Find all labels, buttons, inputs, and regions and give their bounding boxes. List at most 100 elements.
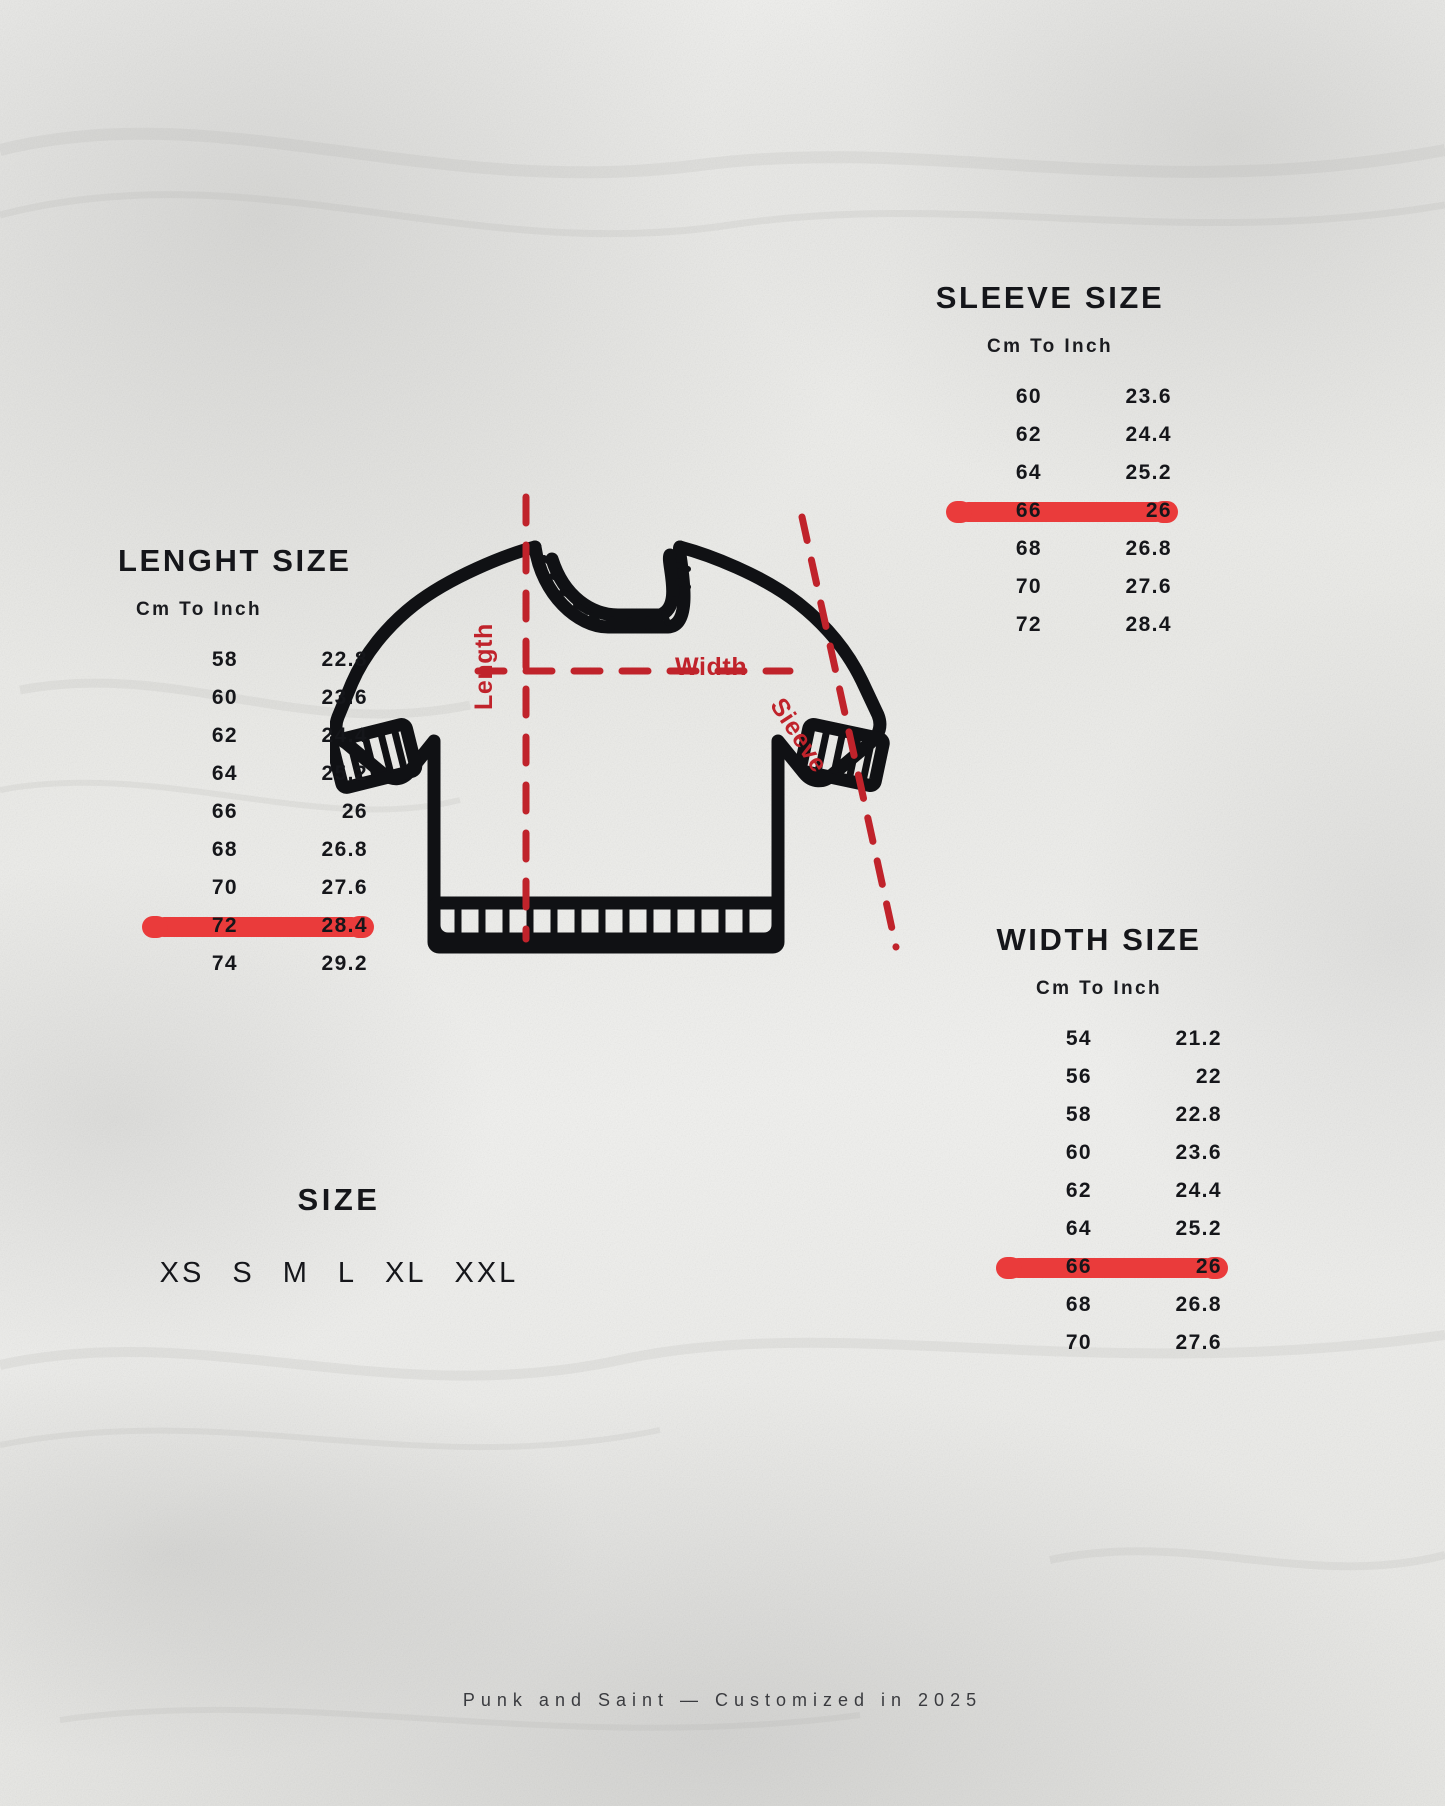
- table-row[interactable]: 64 25.2: [1000, 1210, 1222, 1248]
- sleeve-size-subtitle: Cm To Inch: [986, 336, 1114, 357]
- table-row[interactable]: 66 26: [996, 1248, 1222, 1286]
- size-selector: SIZE XS S M L XL XXL: [124, 1182, 554, 1295]
- cell-cm: 70: [1065, 1331, 1092, 1354]
- length-size-table: LENGHT SIZE Cm To Inch 58 22.8 60 23.6 62 24.…: [118, 543, 368, 983]
- table-row[interactable]: 62 24.4: [1000, 1172, 1222, 1210]
- cell-cm: 60: [1015, 385, 1042, 408]
- sweatshirt-icon: [330, 493, 900, 954]
- cell-cm: 54: [1065, 1027, 1092, 1050]
- cell-inch: 27.6: [321, 876, 368, 899]
- table-row[interactable]: 64 25.2: [950, 454, 1172, 492]
- cell-inch: 21.2: [1175, 1027, 1222, 1050]
- table-row[interactable]: 70 27.6: [1000, 1324, 1222, 1362]
- length-size-title: LENGHT SIZE: [118, 543, 352, 578]
- cell-inch: 26.8: [1125, 537, 1172, 560]
- cell-cm: 62: [1015, 423, 1042, 446]
- width-size-rows: 54 21.2 56 22 58 22.8 60 23.6 62 24.4 64 25.2 66 26 68…: [996, 1020, 1222, 1362]
- table-row[interactable]: 68 26.8: [1000, 1286, 1222, 1324]
- size-option-xs[interactable]: XS: [159, 1257, 205, 1289]
- cell-cm: 56: [1065, 1065, 1092, 1088]
- table-row[interactable]: 62 24.4: [146, 717, 368, 755]
- cell-cm: 60: [1065, 1141, 1092, 1164]
- cell-inch: 27.6: [1125, 575, 1172, 598]
- length-size-rows: 58 22.8 60 23.6 62 24.4 64 25.2 66 26 68 26.8 70 27.6…: [142, 641, 368, 983]
- cell-cm: 66: [1015, 499, 1042, 522]
- cell-inch: 25.2: [1175, 1217, 1222, 1240]
- footer-credit: Punk and Saint — Customized in 2025: [462, 1690, 983, 1710]
- cell-inch: 23.6: [1125, 385, 1172, 408]
- size-option-xl[interactable]: XL: [374, 1252, 438, 1295]
- cell-inch: 26: [1145, 499, 1172, 522]
- length-size-subtitle: Cm To Inch: [136, 599, 263, 620]
- cell-cm: 66: [1065, 1255, 1092, 1278]
- width-size-subtitle: Cm To Inch: [1035, 978, 1163, 999]
- cell-cm: 70: [1015, 575, 1042, 598]
- table-row[interactable]: 66 26: [946, 492, 1172, 530]
- cell-cm: 60: [211, 686, 238, 709]
- table-row[interactable]: 74 29.2: [146, 945, 368, 983]
- cell-cm: 58: [1065, 1103, 1092, 1126]
- table-row[interactable]: 66 26: [146, 793, 368, 831]
- sleeve-size-title: SLEEVE SIZE: [935, 280, 1165, 315]
- row-highlight-marker: [946, 501, 1166, 523]
- size-option-s[interactable]: S: [232, 1257, 255, 1289]
- cell-cm: 58: [211, 648, 238, 671]
- cell-cm: 68: [211, 838, 238, 861]
- size-selector-title: SIZE: [297, 1182, 381, 1217]
- cell-cm: 74: [211, 952, 238, 975]
- width-size-table: WIDTH SIZE Cm To Inch 54 21.2 56 22 58 22.8 60…: [976, 922, 1222, 1362]
- size-option-list: XS S M L XL XXL: [124, 1252, 554, 1295]
- cell-inch: 27.6: [1175, 1331, 1222, 1354]
- cell-inch: 26.8: [1175, 1293, 1222, 1316]
- sleeve-size-table: SLEEVE SIZE Cm To Inch 60 23.6 62 24.4 64 25.…: [928, 280, 1172, 644]
- table-row[interactable]: 72 28.4: [950, 606, 1172, 644]
- cell-cm: 72: [1015, 613, 1042, 636]
- table-row[interactable]: 60 23.6: [950, 378, 1172, 416]
- sleeve-size-rows: 60 23.6 62 24.4 64 25.2 66 26 68 26.8 70 27.6 72 28.4: [946, 378, 1172, 644]
- table-row[interactable]: 54 21.2: [1000, 1020, 1222, 1058]
- cell-cm: 72: [211, 914, 238, 937]
- cell-inch: 22: [1195, 1065, 1222, 1088]
- table-row[interactable]: 70 27.6: [950, 568, 1172, 606]
- size-option-l[interactable]: L: [337, 1257, 358, 1289]
- cell-inch: 22.8: [321, 648, 368, 671]
- row-highlight-marker: [996, 1257, 1216, 1279]
- row-highlight-marker: [142, 916, 362, 938]
- table-row[interactable]: 60 23.6: [146, 679, 368, 717]
- cell-inch: 25.2: [321, 762, 368, 785]
- table-row[interactable]: 60 23.6: [1000, 1134, 1222, 1172]
- size-option-xxl[interactable]: XXL: [454, 1257, 519, 1289]
- cell-inch: 22.8: [1175, 1103, 1222, 1126]
- cell-cm: 64: [1065, 1217, 1092, 1240]
- cell-inch: 24.4: [1175, 1179, 1222, 1202]
- cell-inch: 23.6: [321, 686, 368, 709]
- table-row[interactable]: 64 25.2: [146, 755, 368, 793]
- table-row[interactable]: 72 28.4: [142, 907, 368, 945]
- cell-cm: 64: [1015, 461, 1042, 484]
- cell-inch: 24.4: [321, 724, 368, 747]
- cell-inch: 26: [1195, 1255, 1222, 1278]
- table-row[interactable]: 68 26.8: [950, 530, 1172, 568]
- table-row[interactable]: 62 24.4: [950, 416, 1172, 454]
- cell-inch: 26: [341, 800, 368, 823]
- table-row[interactable]: 56 22: [1000, 1058, 1222, 1096]
- cell-inch: 28.4: [1125, 613, 1172, 636]
- cell-cm: 68: [1065, 1293, 1092, 1316]
- cell-cm: 68: [1015, 537, 1042, 560]
- table-row[interactable]: 58 22.8: [146, 641, 368, 679]
- cell-inch: 28.4: [321, 914, 368, 937]
- cell-cm: 66: [211, 800, 238, 823]
- table-row[interactable]: 70 27.6: [146, 869, 368, 907]
- cell-cm: 62: [211, 724, 238, 747]
- cell-cm: 62: [1065, 1179, 1092, 1202]
- cell-inch: 25.2: [1125, 461, 1172, 484]
- cell-inch: 26.8: [321, 838, 368, 861]
- table-row[interactable]: 68 26.8: [146, 831, 368, 869]
- size-option-m[interactable]: M: [282, 1257, 310, 1289]
- table-row[interactable]: 58 22.8: [1000, 1096, 1222, 1134]
- width-size-title: WIDTH SIZE: [996, 922, 1202, 957]
- cell-cm: 70: [211, 876, 238, 899]
- cell-inch: 23.6: [1175, 1141, 1222, 1164]
- cell-cm: 64: [211, 762, 238, 785]
